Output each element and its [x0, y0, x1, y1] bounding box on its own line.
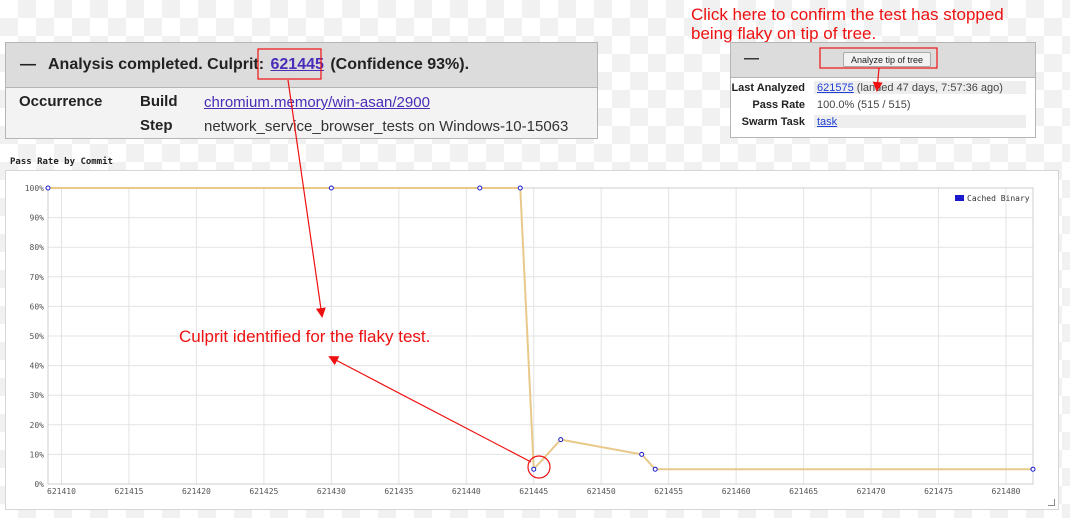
x-tick-label: 621435 — [384, 487, 413, 496]
build-link[interactable]: chromium.memory/win-asan/2900 — [204, 94, 430, 111]
data-point — [517, 185, 523, 191]
pass-rate-value: 100.0% (515 / 515) — [817, 99, 911, 111]
last-analyzed-note: (landed 47 days, 7:57:36 ago) — [856, 82, 1003, 94]
data-point — [558, 437, 564, 443]
x-tick-label: 621455 — [654, 487, 683, 496]
y-tick-label: 60% — [30, 302, 45, 311]
build-label: Build — [140, 93, 178, 110]
y-tick-label: 90% — [30, 214, 45, 223]
last-analyzed-label: Last Analyzed — [731, 82, 805, 94]
y-tick-label: 20% — [30, 421, 45, 430]
data-point — [531, 466, 537, 472]
data-point — [477, 185, 483, 191]
data-point — [652, 466, 658, 472]
swarm-task-link[interactable]: task — [817, 116, 838, 128]
x-tick-label: 621415 — [115, 487, 144, 496]
tip-callout-text: Click here to confirm the test has stopp… — [691, 5, 1004, 43]
pass-rate-chart: 0% 10% 20% 30% 40% 50% 60% 70% 80% 90% 100% 621410 6… — [5, 170, 1059, 510]
step-value: network_service_browser_tests on Windows… — [204, 118, 569, 135]
y-tick-label: 0% — [34, 480, 44, 489]
analysis-heading-prefix: Analysis completed. Culprit: — [48, 56, 265, 73]
last-analyzed-commit-link[interactable]: 621575 — [817, 82, 854, 94]
analysis-panel: — Analysis completed. Culprit: 621445 (C… — [5, 42, 598, 139]
tip-collapse-toggle[interactable]: — — [744, 50, 759, 67]
x-tick-label: 621470 — [857, 487, 886, 496]
y-tick-label: 30% — [30, 391, 45, 400]
y-tick-label: 40% — [30, 362, 45, 371]
y-tick-label: 80% — [30, 243, 45, 252]
data-point — [1030, 466, 1036, 472]
step-label: Step — [140, 117, 173, 134]
x-tick-label: 621445 — [519, 487, 548, 496]
x-tick-label: 621450 — [587, 487, 616, 496]
swarm-task-value: task — [817, 116, 837, 128]
culprit-commit-link[interactable]: 621445 — [270, 56, 324, 73]
tip-callout-line2: being flaky on tip of tree. — [691, 24, 877, 43]
x-tick-label: 621410 — [47, 487, 76, 496]
x-tick-label: 621440 — [452, 487, 481, 496]
x-tick-label: 621430 — [317, 487, 346, 496]
resize-grip-icon[interactable] — [1048, 499, 1055, 506]
confidence-text: (Confidence 93%). — [330, 56, 470, 73]
x-tick-label: 621475 — [924, 487, 953, 496]
analysis-header: — Analysis completed. Culprit: 621445 (C… — [6, 43, 597, 88]
collapse-toggle[interactable]: — — [20, 56, 36, 73]
y-tick-label: 70% — [30, 273, 45, 282]
legend-label: Cached Binary — [967, 194, 1030, 203]
y-tick-label: 10% — [30, 450, 45, 459]
culprit-callout-text: Culprit identified for the flaky test. — [179, 327, 431, 346]
data-point — [639, 451, 645, 457]
y-tick-label: 50% — [30, 332, 45, 341]
x-tick-label: 621425 — [249, 487, 278, 496]
y-tick-label: 100% — [25, 184, 44, 193]
data-point — [328, 185, 334, 191]
legend-swatch — [955, 195, 964, 201]
plot-area-border — [47, 187, 1034, 485]
analysis-details: Occurrence Build chromium.memory/win-asa… — [6, 88, 597, 138]
last-analyzed-value: 621575 (landed 47 days, 7:57:36 ago) — [817, 82, 1003, 94]
swarm-task-bar — [814, 115, 1026, 128]
x-tick-label: 621420 — [182, 487, 211, 496]
occurrence-label: Occurrence — [19, 93, 103, 110]
analyze-tip-of-tree-button[interactable]: Analyze tip of tree — [843, 52, 931, 67]
chart-canvas: 0% 10% 20% 30% 40% 50% 60% 70% 80% 90% 100% 621410 6… — [25, 184, 1036, 496]
data-point — [45, 185, 51, 191]
tip-callout-line1: Click here to confirm the test has stopp… — [691, 5, 1004, 24]
chart-title: Pass Rate by Commit — [10, 157, 113, 167]
pass-rate-label: Pass Rate — [752, 99, 805, 111]
x-tick-label: 621465 — [789, 487, 818, 496]
tip-header: — Analyze tip of tree — [731, 43, 1035, 78]
x-tick-label: 621460 — [722, 487, 751, 496]
tip-of-tree-panel: — Analyze tip of tree Last Analyzed 6215… — [730, 42, 1036, 138]
x-tick-label: 621480 — [992, 487, 1021, 496]
last-analyzed-bar — [814, 81, 1026, 94]
swarm-task-label: Swarm Task — [741, 116, 805, 128]
